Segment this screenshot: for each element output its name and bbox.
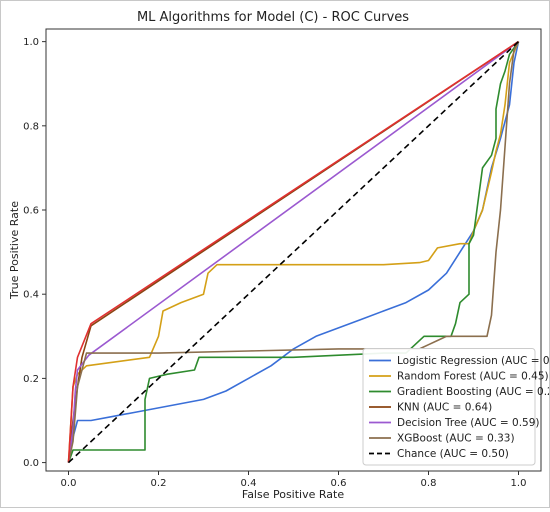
y-tick-label: 0.8 [23,121,39,132]
y-tick-label: 0.0 [23,458,39,469]
y-axis-label: True Positive Rate [8,201,21,300]
x-tick-label: 0.2 [151,478,167,489]
roc-curve-2 [67,41,520,463]
chart-title: ML Algorithms for Model (C) - ROC Curves [137,10,409,25]
legend-entry: Gradient Boosting (AUC = 0.28) [397,386,549,398]
legend-entry: Random Forest (AUC = 0.45) [397,371,549,383]
legend-entry: Chance (AUC = 0.50) [397,448,509,460]
y-tick-label: 0.4 [23,290,39,301]
legend-box [362,348,536,466]
y-tick-label: 1.0 [23,37,39,48]
roc-curve-6 [67,40,519,463]
roc-curve-5 [67,41,520,463]
roc-curve-4 [67,40,519,463]
legend: Logistic Regression (AUC = 0.32) Random F… [362,348,550,466]
y-tick-label: 0.6 [23,206,39,217]
x-tick-label: 0.4 [241,478,257,489]
legend-entry: Logistic Regression (AUC = 0.32) [397,355,549,367]
roc-curve-3 [67,40,519,463]
x-tick-label: 1.0 [511,478,527,489]
legend-entry: XGBoost (AUC = 0.33) [397,433,515,445]
x-tick-label: 0.8 [421,478,437,489]
x-tick-label: 0.6 [331,478,347,489]
legend-entry: KNN (AUC = 0.64) [397,402,492,414]
x-tick-label: 0.0 [61,478,77,489]
legend-entry: Decision Tree (AUC = 0.59) [397,417,540,429]
roc-curve-7 [67,41,520,464]
y-tick-label: 0.2 [23,374,39,385]
x-axis-label: False Positive Rate [242,488,344,501]
